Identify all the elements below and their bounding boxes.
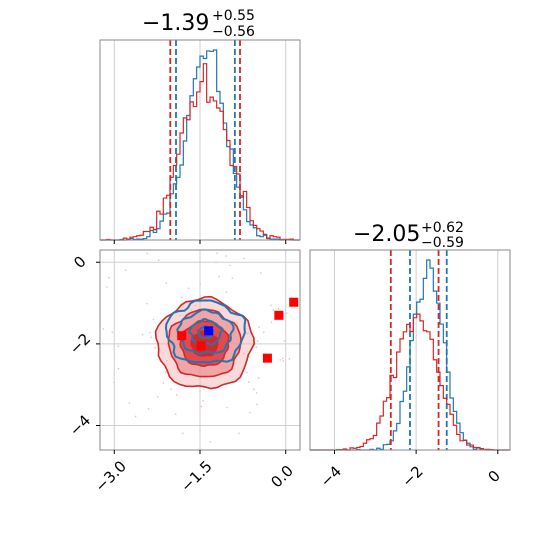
sample-point [225,291,228,293]
sample-point [134,415,137,418]
sample-point [199,283,201,285]
sample-point [117,367,120,370]
sample-point [283,339,286,342]
sample-point [257,377,260,379]
marker-square [274,310,284,320]
sample-point [152,318,155,321]
sample-point [279,359,281,361]
blue-contour [164,299,247,364]
marker-square [289,297,299,307]
x-tick-label: −1.5 [177,457,215,495]
sample-point [108,276,110,279]
joint-panel: −3.0 −1.5 0.0 0 −2 −4 [66,249,301,496]
histogram-series [100,63,300,241]
sample-point [102,328,105,330]
marker-square [262,353,272,363]
sample-point [187,287,190,290]
sample-point [246,371,248,374]
x-tick-label: −4 [317,462,345,490]
sample-point [124,269,127,271]
histogram-series [310,313,510,451]
sample-point [146,302,148,305]
marginal-1-panel [99,39,301,244]
sample-point [174,413,177,416]
sample-point [113,381,115,384]
sample-point [106,286,108,288]
marginal-2-lower: −0.59 [421,235,464,251]
sample-point [156,396,159,398]
marginal-2-median: −2.05 [353,222,420,247]
y-tick-label: −2 [66,330,94,358]
sample-point [141,334,144,336]
sample-point [282,360,285,362]
sample-point [277,307,280,310]
sample-point [150,336,152,339]
sample-point [111,331,114,334]
marker-square [177,331,187,341]
sample-point [149,331,151,334]
sample-point [249,411,251,414]
sample-point [286,312,288,314]
sample-point [147,407,150,410]
sample-point [209,441,212,443]
sample-point [175,394,178,396]
sample-point [281,357,284,360]
sample-point [255,346,258,349]
sample-point [247,381,250,384]
sample-point [253,388,255,391]
marginal-2-title: −2.05 [353,222,420,247]
sample-point [216,252,218,254]
sample-point [272,309,275,311]
sample-point [256,340,259,343]
sample-point [255,392,258,394]
sample-point [226,406,228,409]
sample-point [181,296,183,299]
y-tick-label: −4 [66,411,94,439]
sample-point [258,326,260,328]
sample-point [270,321,273,323]
marginal-1-median: −1.39 [142,11,209,36]
sample-point [128,402,131,404]
sample-point [231,277,234,280]
marginal-1-title: −1.39 [142,11,209,36]
marker-square [196,341,206,351]
sample-point [256,403,258,406]
x-tick-label: 0 [484,467,503,486]
marker-square [204,326,214,336]
sample-point [157,259,160,262]
sample-point [218,275,220,278]
sample-point [259,272,262,274]
marginal-2-panel: −4 −2 0 [309,249,511,491]
sample-point [238,432,240,435]
marginal-1-upper: +0.55 [212,8,255,24]
blue-contour [188,318,224,346]
sample-point [170,388,172,391]
sample-point [200,405,203,408]
marginal-1-lower: −0.56 [212,24,255,40]
sample-point [215,261,217,263]
sample-point [154,346,156,349]
sample-point [146,252,148,255]
panel-frame [309,249,511,451]
x-tick-label: −2 [398,462,426,490]
sample-point [202,400,204,402]
sample-point [117,345,120,347]
sample-point [165,371,167,373]
sample-point [270,304,272,307]
sample-point [225,255,227,257]
sample-point [262,331,265,334]
x-tick-label: −3.0 [92,457,130,495]
sample-point [182,432,184,435]
histogram-series [100,49,300,241]
sample-point [162,382,165,384]
sample-point [288,358,291,360]
sample-point [199,390,201,393]
x-tick-label: 0.0 [267,462,297,492]
marginal-2-upper: +0.62 [421,220,464,236]
sample-point [229,264,231,267]
sample-point [165,282,168,284]
sample-point [243,257,245,260]
y-tick-label: 0 [70,253,89,272]
